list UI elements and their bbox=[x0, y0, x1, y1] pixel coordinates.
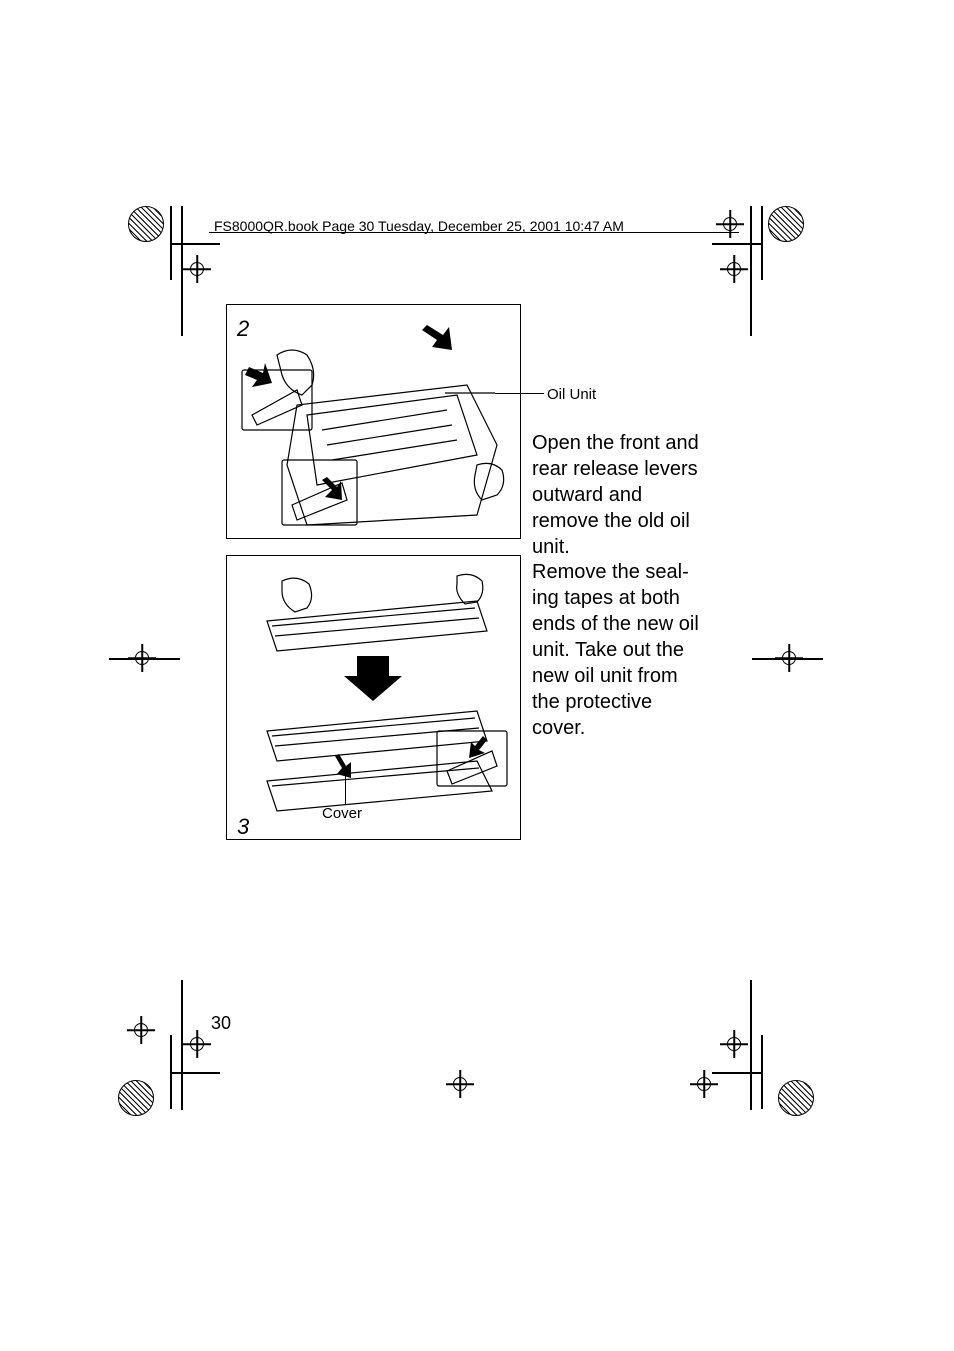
step-number-2: 2 bbox=[237, 316, 249, 342]
figure-step3 bbox=[226, 555, 521, 840]
cropmark-tr-hline bbox=[712, 243, 762, 245]
cropmark-br-hline bbox=[712, 1072, 762, 1074]
cropmark-bl-circle bbox=[118, 1080, 154, 1116]
callout-line-oil-unit bbox=[495, 393, 544, 394]
cropmark-tr-circle bbox=[768, 206, 804, 242]
label-cover: Cover bbox=[322, 805, 362, 822]
step-number-3: 3 bbox=[237, 814, 249, 840]
illustration-oil-unit-removal bbox=[227, 305, 522, 540]
page-number: 30 bbox=[211, 1013, 231, 1034]
registration-tr2 bbox=[716, 210, 744, 238]
cropmark-ml-hline bbox=[109, 658, 180, 660]
cropmark-tr-vline2 bbox=[750, 206, 752, 336]
registration-tr bbox=[720, 255, 748, 283]
registration-br bbox=[720, 1030, 748, 1058]
registration-tl bbox=[183, 255, 211, 283]
cropmark-mr-hline bbox=[752, 658, 823, 660]
illustration-sealing-tape bbox=[227, 556, 522, 841]
registration-bl2 bbox=[127, 1016, 155, 1044]
cropmark-tl-circle bbox=[128, 206, 164, 242]
cropmark-bl-hline bbox=[170, 1072, 220, 1074]
cropmark-tl-hline bbox=[170, 243, 220, 245]
cropmark-br-vline2 bbox=[750, 980, 752, 1110]
registration-bottom-center bbox=[446, 1070, 474, 1098]
figure-step2 bbox=[226, 304, 521, 539]
callout-line-cover bbox=[345, 773, 346, 805]
header-text: FS8000QR.book Page 30 Tuesday, December … bbox=[214, 218, 624, 234]
paragraph-step2: Open the front and rear release levers o… bbox=[532, 430, 702, 560]
label-oil-unit: Oil Unit bbox=[547, 386, 596, 403]
cropmark-br-circle bbox=[778, 1080, 814, 1116]
paragraph-step3: Remove the seal­ing tapes at both ends o… bbox=[532, 559, 702, 741]
registration-br2 bbox=[690, 1070, 718, 1098]
registration-bl bbox=[183, 1030, 211, 1058]
